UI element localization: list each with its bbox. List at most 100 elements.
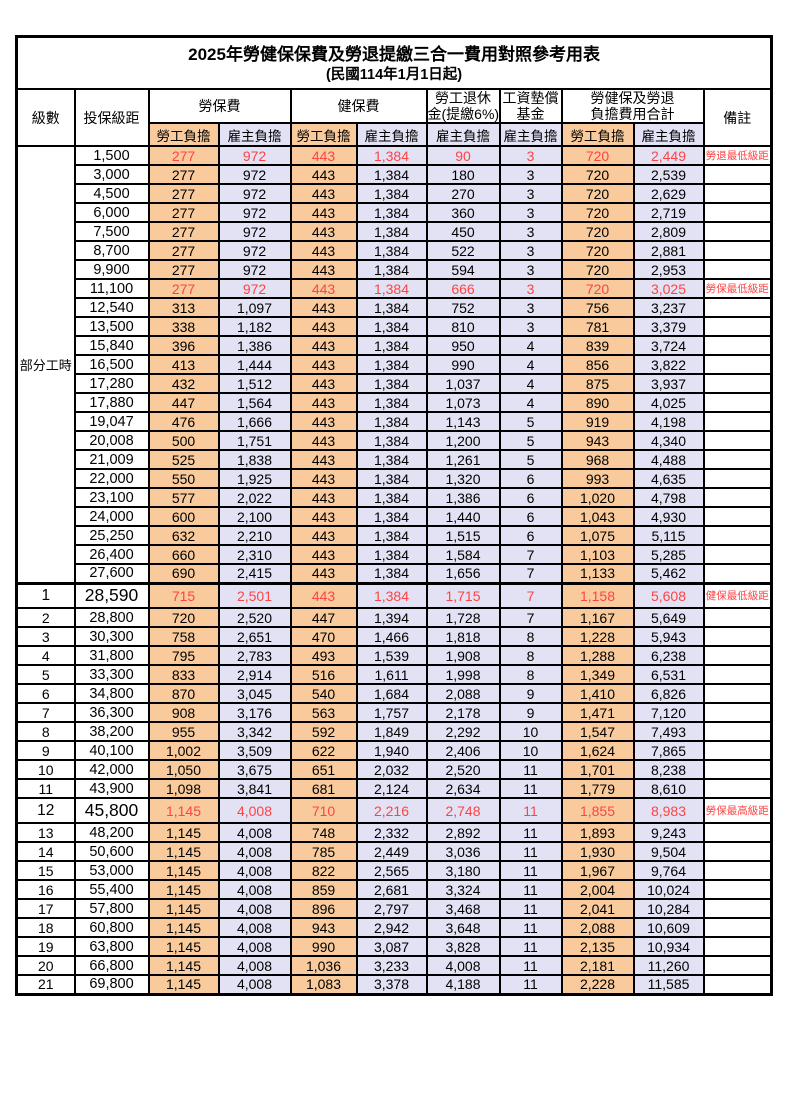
cell-total-employer: 10,934 bbox=[632, 936, 705, 957]
cell-total-employee: 756 bbox=[560, 297, 635, 318]
cell-remark bbox=[702, 898, 773, 919]
cell-total-employee: 2,181 bbox=[560, 955, 635, 976]
cell-health-employee: 748 bbox=[289, 822, 358, 843]
cell-pension-employer: 1,440 bbox=[425, 506, 501, 527]
title-cell: 2025年勞健保保費及勞退提繳三合一費用對照參考用表 (民國114年1月1日起) bbox=[15, 35, 773, 90]
cell-remark bbox=[702, 411, 773, 432]
cell-remark bbox=[702, 373, 773, 394]
cell-labor-employer: 2,210 bbox=[217, 525, 292, 546]
cell-labor-employee: 1,145 bbox=[147, 879, 220, 900]
cell-pension-employer: 522 bbox=[425, 240, 501, 261]
table-row: 20 66,800 1,145 4,008 1,036 3,233 4,008 11 2,181… bbox=[15, 955, 773, 976]
cell-total-employer: 2,629 bbox=[632, 183, 705, 204]
cell-health-employee: 710 bbox=[289, 797, 358, 824]
cell-labor-employee: 277 bbox=[147, 145, 220, 166]
cell-bracket: 16,500 bbox=[73, 354, 150, 375]
cell-labor-employer: 2,501 bbox=[217, 581, 292, 609]
table-row: 7 36,300 908 3,176 563 1,757 2,178 9 1,471 7,120 bbox=[15, 702, 773, 723]
cell-total-employer: 4,340 bbox=[632, 430, 705, 451]
cell-health-employer: 1,757 bbox=[355, 702, 428, 723]
header-wage-fund-line1: 工資墊償 bbox=[502, 90, 559, 106]
cell-pension-employer: 2,178 bbox=[425, 702, 501, 723]
cell-remark bbox=[702, 392, 773, 413]
cell-bracket: 19,047 bbox=[73, 411, 150, 432]
cell-total-employee: 1,410 bbox=[560, 683, 635, 704]
header-wage-fund-line2: 基金 bbox=[516, 106, 545, 122]
cell-pension-employer: 2,634 bbox=[425, 778, 501, 799]
cell-health-employer: 2,797 bbox=[355, 898, 428, 919]
cell-labor-employee: 955 bbox=[147, 721, 220, 742]
cell-health-employer: 1,384 bbox=[355, 145, 428, 166]
cell-labor-employee: 1,145 bbox=[147, 797, 220, 824]
cell-health-employer: 2,032 bbox=[355, 759, 428, 780]
cell-labor-employee: 1,145 bbox=[147, 860, 220, 881]
cell-bracket: 40,100 bbox=[73, 740, 150, 761]
cell-total-employee: 1,158 bbox=[560, 581, 635, 609]
cell-total-employee: 781 bbox=[560, 316, 635, 337]
table-row: 8 38,200 955 3,342 592 1,849 2,292 10 1,547 7,493 bbox=[15, 721, 773, 742]
cell-wage-fund-employer: 9 bbox=[498, 702, 563, 723]
table-row: 21,009 525 1,838 443 1,384 1,261 5 968 4,488 bbox=[17, 449, 773, 470]
cell-bracket: 34,800 bbox=[73, 683, 150, 704]
cell-remark bbox=[702, 664, 773, 685]
cell-total-employer: 7,493 bbox=[632, 721, 705, 742]
table-row: 17,280 432 1,512 443 1,384 1,037 4 875 3,937 bbox=[17, 373, 773, 394]
cell-labor-employee: 277 bbox=[147, 278, 220, 299]
cell-bracket: 17,280 bbox=[73, 373, 150, 394]
cell-health-employee: 443 bbox=[289, 145, 358, 166]
cell-total-employer: 4,635 bbox=[632, 468, 705, 489]
cell-total-employer: 2,881 bbox=[632, 240, 705, 261]
cell-remark bbox=[702, 626, 773, 647]
cell-wage-fund-employer: 3 bbox=[498, 164, 563, 185]
cell-total-employer: 8,238 bbox=[632, 759, 705, 780]
cell-remark bbox=[702, 860, 773, 881]
cell-labor-employee: 277 bbox=[147, 202, 220, 223]
subheader-labor-employer-share: 雇主負擔 bbox=[217, 122, 292, 147]
cell-wage-fund-employer: 11 bbox=[498, 898, 563, 919]
cell-labor-employee: 690 bbox=[147, 563, 220, 584]
cell-labor-employee: 277 bbox=[147, 183, 220, 204]
cell-total-employer: 3,937 bbox=[632, 373, 705, 394]
cell-remark: 健保最低級距 bbox=[702, 581, 773, 609]
cell-pension-employer: 1,037 bbox=[425, 373, 501, 394]
cell-total-employer: 6,826 bbox=[632, 683, 705, 704]
cell-health-employee: 1,083 bbox=[289, 974, 358, 995]
cell-labor-employee: 413 bbox=[147, 354, 220, 375]
cell-labor-employer: 972 bbox=[217, 278, 292, 299]
cell-labor-employer: 3,509 bbox=[217, 740, 292, 761]
cell-wage-fund-employer: 3 bbox=[498, 221, 563, 242]
cell-total-employer: 3,379 bbox=[632, 316, 705, 337]
cell-labor-employee: 1,145 bbox=[147, 917, 220, 938]
cell-health-employee: 443 bbox=[289, 316, 358, 337]
cell-labor-employer: 4,008 bbox=[217, 974, 292, 995]
cell-pension-employer: 1,261 bbox=[425, 449, 501, 470]
cell-total-employee: 1,043 bbox=[560, 506, 635, 527]
table-row: 1 28,590 715 2,501 443 1,384 1,715 7 1,158 5,608 健… bbox=[15, 581, 773, 609]
cell-total-employer: 5,285 bbox=[632, 544, 705, 565]
cell-remark bbox=[702, 778, 773, 799]
cell-wage-fund-employer: 3 bbox=[498, 183, 563, 204]
cell-total-employer: 8,983 bbox=[632, 797, 705, 824]
cell-labor-employer: 3,675 bbox=[217, 759, 292, 780]
cell-labor-employee: 1,145 bbox=[147, 974, 220, 995]
cell-bracket: 48,200 bbox=[73, 822, 150, 843]
cell-total-employee: 1,930 bbox=[560, 841, 635, 862]
cell-pension-employer: 810 bbox=[425, 316, 501, 337]
cell-remark bbox=[702, 221, 773, 242]
cell-remark bbox=[702, 468, 773, 489]
cell-remark bbox=[702, 202, 773, 223]
cell-level: 1 bbox=[15, 581, 76, 609]
cell-total-employer: 9,243 bbox=[632, 822, 705, 843]
cell-health-employer: 3,233 bbox=[355, 955, 428, 976]
table-row: 7,500 277 972 443 1,384 450 3 720 2,809 bbox=[17, 221, 773, 242]
header-bracket: 投保級距 bbox=[73, 88, 150, 147]
cell-labor-employee: 338 bbox=[147, 316, 220, 337]
cell-health-employee: 592 bbox=[289, 721, 358, 742]
cell-health-employee: 943 bbox=[289, 917, 358, 938]
cell-health-employee: 443 bbox=[289, 449, 358, 470]
cell-remark bbox=[702, 449, 773, 470]
cell-health-employer: 1,384 bbox=[355, 354, 428, 375]
header-sub-row: 勞工負擔 雇主負擔 勞工負擔 雇主負擔 雇主負擔 雇主負擔 勞工負擔 雇主負擔 bbox=[17, 122, 772, 147]
cell-bracket: 42,000 bbox=[73, 759, 150, 780]
cell-total-employer: 2,809 bbox=[632, 221, 705, 242]
